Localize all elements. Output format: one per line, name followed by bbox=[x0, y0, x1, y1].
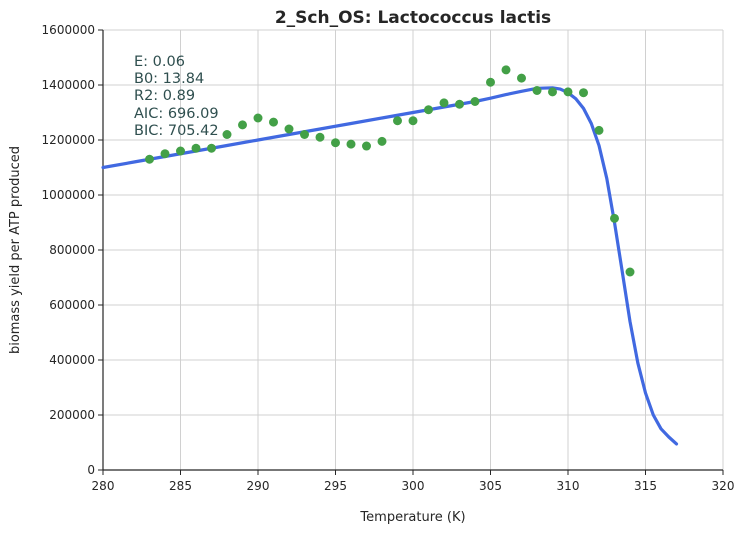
y-tick-label: 0 bbox=[87, 463, 95, 477]
fit-curve bbox=[101, 86, 679, 446]
y-tick-label: 1200000 bbox=[42, 133, 95, 147]
x-tick-label: 315 bbox=[634, 479, 657, 493]
x-tick-label: 290 bbox=[247, 479, 270, 493]
data-point bbox=[424, 105, 433, 115]
data-point bbox=[393, 116, 402, 126]
data-point bbox=[238, 120, 247, 130]
data-point bbox=[222, 130, 232, 139]
data-point bbox=[191, 143, 201, 153]
data-point bbox=[408, 116, 418, 126]
x-tick-label: 285 bbox=[169, 479, 192, 493]
x-tick-label: 305 bbox=[479, 479, 502, 493]
x-axis-label: Temperature (K) bbox=[359, 510, 465, 525]
stat-e: E: 0.06 bbox=[134, 54, 185, 70]
data-point bbox=[207, 143, 216, 153]
data-point bbox=[625, 267, 635, 277]
y-tick-label: 1600000 bbox=[42, 23, 95, 37]
data-point bbox=[269, 117, 278, 127]
data-point bbox=[284, 124, 294, 134]
data-point bbox=[176, 146, 185, 156]
y-tick-label: 600000 bbox=[49, 298, 95, 312]
stats-annotation: E: 0.06 B0: 13.84 R2: 0.89 AIC: 696.09 B… bbox=[134, 54, 219, 139]
y-tick-label: 1000000 bbox=[42, 188, 95, 202]
x-tick-label: 300 bbox=[402, 479, 425, 493]
x-tick-label: 310 bbox=[557, 479, 580, 493]
data-point bbox=[486, 77, 495, 87]
data-point bbox=[548, 87, 557, 97]
x-axis-ticks: 280 285 290 295 300 305 310 315 320 bbox=[92, 470, 735, 493]
data-point bbox=[470, 97, 480, 106]
y-axis-ticks: 0 200000 400000 600000 800000 1000000 1200000 1… bbox=[42, 23, 103, 477]
stat-r2: R2: 0.89 bbox=[134, 88, 195, 104]
data-point bbox=[563, 87, 573, 97]
chart-title: 2_Sch_OS: Lactococcus lactis bbox=[275, 8, 551, 28]
y-tick-label: 1400000 bbox=[42, 78, 95, 92]
stat-aic: AIC: 696.09 bbox=[134, 106, 219, 122]
data-point bbox=[455, 99, 464, 109]
stat-b0: B0: 13.84 bbox=[134, 71, 204, 87]
data-point bbox=[501, 65, 511, 75]
x-tick-label: 295 bbox=[324, 479, 347, 493]
y-tick-label: 800000 bbox=[49, 243, 95, 257]
data-point bbox=[610, 213, 619, 223]
data-point bbox=[579, 88, 588, 98]
fit-line-group bbox=[101, 86, 679, 446]
data-point bbox=[315, 132, 325, 142]
data-point bbox=[346, 139, 356, 149]
x-tick-label: 320 bbox=[712, 479, 735, 493]
data-point bbox=[145, 154, 154, 164]
y-tick-label: 200000 bbox=[49, 408, 95, 422]
data-point bbox=[160, 149, 170, 159]
data-points bbox=[145, 65, 635, 277]
data-point bbox=[377, 136, 387, 146]
x-tick-label: 280 bbox=[92, 479, 115, 493]
data-point bbox=[300, 130, 309, 139]
data-point bbox=[362, 141, 371, 151]
stat-bic: BIC: 705.42 bbox=[134, 123, 219, 139]
data-point bbox=[253, 113, 263, 123]
data-point bbox=[594, 125, 604, 135]
y-tick-label: 400000 bbox=[49, 353, 95, 367]
data-point bbox=[517, 73, 526, 83]
data-point bbox=[532, 86, 542, 95]
data-point bbox=[439, 98, 449, 108]
y-axis-label: biomass yield per ATP produced bbox=[8, 146, 23, 354]
data-point bbox=[331, 138, 340, 148]
